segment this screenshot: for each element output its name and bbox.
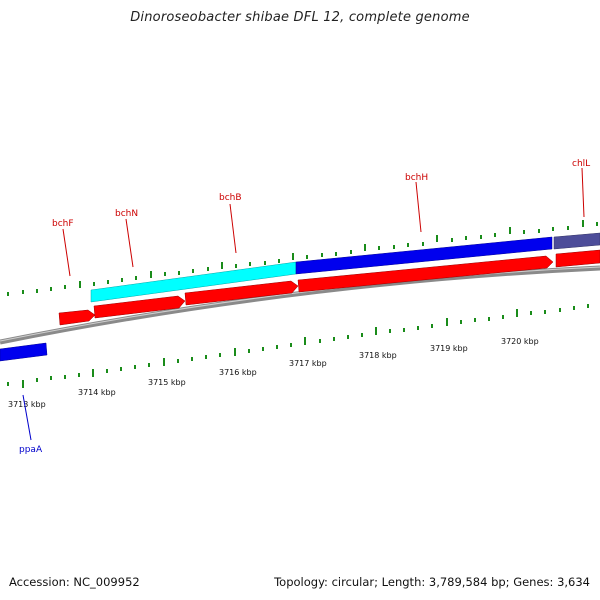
scale-label-3719: 3719 kbp (430, 344, 468, 353)
gene-arrow-1[interactable] (58, 309, 96, 326)
scale-label-3717: 3717 kbp (289, 359, 327, 368)
leader-bchB (229, 203, 237, 254)
accession-text: Accession: NC_009952 (9, 575, 140, 589)
leader-ppaA (22, 394, 32, 441)
gene-label-bchH[interactable]: bchH (405, 173, 428, 183)
gene-arrow-3[interactable] (184, 280, 299, 306)
genome-backbone (0, 265, 600, 345)
gene-label-bchN[interactable]: bchN (115, 209, 138, 219)
upper-tick-row (7, 220, 598, 296)
gene-label-ppaA[interactable]: ppaA (19, 445, 43, 455)
gene-label-chlL[interactable]: chlL (572, 159, 590, 169)
gene-label-bchB[interactable]: bchB (219, 193, 242, 203)
gene-arrow-5[interactable] (555, 249, 600, 268)
scale-label-3716: 3716 kbp (219, 368, 257, 377)
gene-arrow-4[interactable] (297, 255, 554, 293)
leader-bchF (62, 228, 71, 277)
gene-label-bchF[interactable]: bchF (52, 219, 74, 229)
scale-label-3718: 3718 kbp (359, 351, 397, 360)
gene-bchH-blue[interactable] (295, 236, 553, 275)
lower-tick-row (7, 304, 589, 388)
genome-backbone-highlight (0, 266, 600, 342)
leader-chlL (581, 167, 585, 218)
scale-label-3714: 3714 kbp (78, 388, 116, 397)
scale-label-3720: 3720 kbp (501, 337, 539, 346)
gene-arrow-2[interactable] (93, 295, 186, 319)
scale-label-3713: 3713 kbp (8, 400, 46, 409)
genome-summary-text: Topology: circular; Length: 3,789,584 bp… (274, 575, 590, 589)
leader-bchH (415, 181, 422, 233)
map-title: Dinoroseobacter shibae DFL 12, complete … (130, 10, 470, 25)
gene-chlL-slate[interactable] (553, 232, 600, 250)
leader-bchN (125, 218, 134, 268)
scale-label-3715: 3715 kbp (148, 378, 186, 387)
gene-ppaA-blue[interactable] (0, 342, 48, 362)
